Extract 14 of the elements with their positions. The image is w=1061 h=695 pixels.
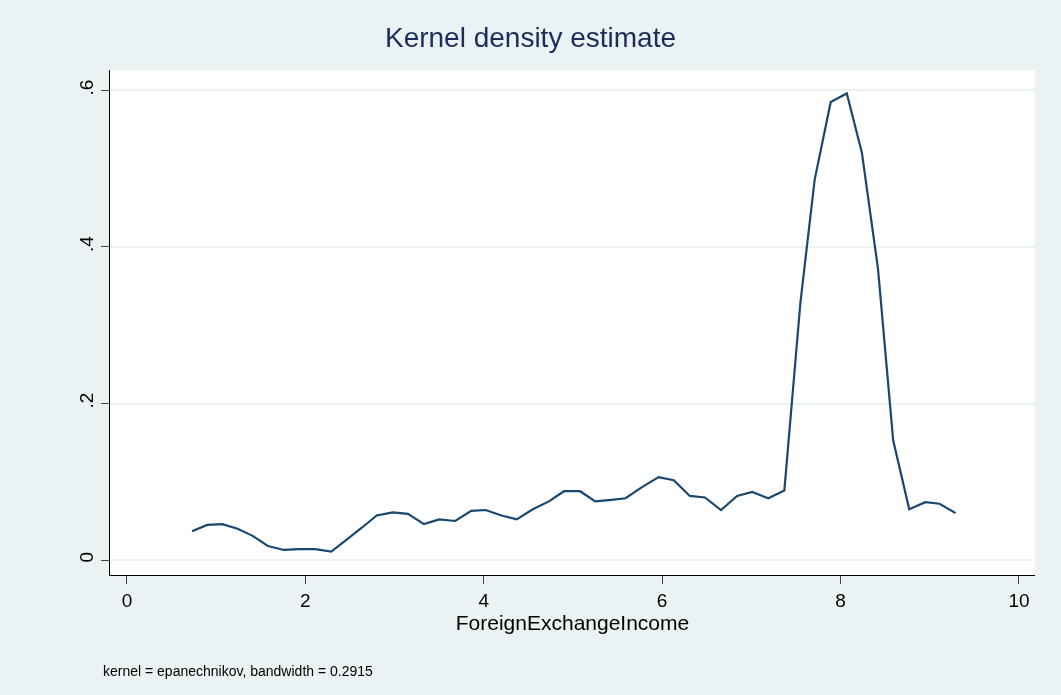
y-tick-label: .2 [76,392,98,409]
y-tick-label: .4 [76,235,98,253]
x-tick-label: 0 [121,589,133,611]
x-axis-title: ForeignExchangeIncome [455,610,690,634]
x-tick-label: 10 [1008,589,1030,611]
line-series [190,92,957,553]
y-tick-label: 0 [76,551,98,563]
x-tick-label: 2 [300,589,311,611]
x-tick-label: 8 [835,589,846,611]
text: kernel = epanechnikov, bandwidth = 0.2915 [103,663,374,679]
y-tick-label: .6 [76,79,98,96]
x-tick-label: 4 [478,589,490,611]
chart-title: Kernel density estimate [384,22,677,54]
x-tick-label: 6 [656,589,668,611]
